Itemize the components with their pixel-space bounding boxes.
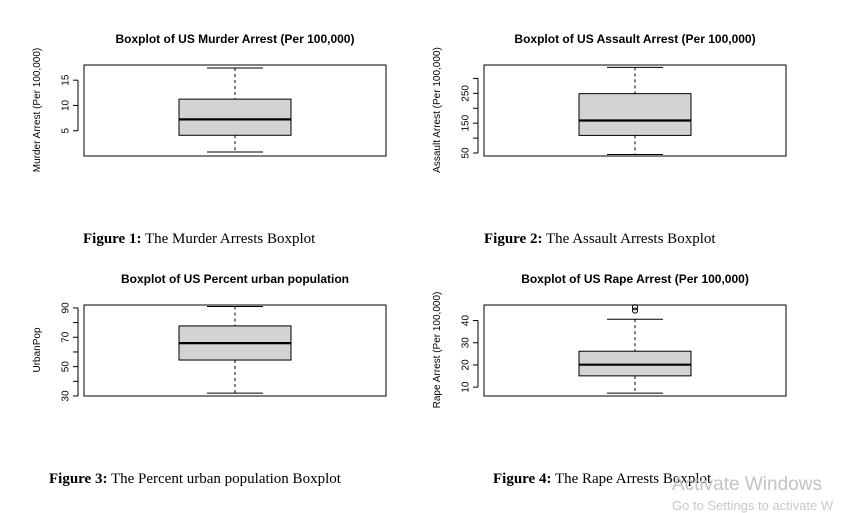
caption-text: The Rape Arrests Boxplot xyxy=(551,471,712,487)
plot-frame xyxy=(83,304,387,397)
caption-label: Figure 1: xyxy=(83,231,142,247)
y-tick-label: 250 xyxy=(461,85,472,102)
plot-frame xyxy=(483,64,787,157)
y-axis: 30 50 70 90 xyxy=(61,302,79,402)
iqr-box xyxy=(178,98,292,136)
chart-panel-assault: Boxplot of US Assault Arrest (Per 100,00… xyxy=(432,32,787,173)
y-axis: 50 150 250 xyxy=(461,77,479,159)
caption-label: Figure 4: xyxy=(493,471,552,487)
caption-label: Figure 2: xyxy=(484,231,543,247)
boxplot-murder xyxy=(178,67,292,153)
y-tick-label: 30 xyxy=(461,337,472,349)
y-axis-label: Assault Arrest (Per 100,000) xyxy=(432,47,443,173)
y-axis: 10 20 30 40 xyxy=(461,315,479,393)
figure-caption: Figure 2: The Assault Arrests Boxplot xyxy=(484,231,716,248)
outlier-point xyxy=(631,307,639,314)
caption-text: The Murder Arrests Boxplot xyxy=(141,231,316,247)
activate-windows-subtext: Go to Settings to activate W xyxy=(672,498,834,513)
chart-panel-urbanpop: Boxplot of US Percent urban population U… xyxy=(32,272,387,402)
caption-text: The Percent urban population Boxplot xyxy=(107,471,341,487)
chart-title: Boxplot of US Rape Arrest (Per 100,000) xyxy=(521,272,749,286)
figure-caption: Figure 1: The Murder Arrests Boxplot xyxy=(83,231,315,248)
figure-caption: Figure 3: The Percent urban population B… xyxy=(49,471,341,488)
iqr-box xyxy=(578,350,692,377)
y-tick-label: 70 xyxy=(61,331,72,343)
boxplot-rape xyxy=(578,304,692,394)
boxplot-assault xyxy=(578,66,692,156)
y-tick-label: 150 xyxy=(461,114,472,131)
y-axis: 5 10 15 xyxy=(61,74,79,134)
chart-title: Boxplot of US Assault Arrest (Per 100,00… xyxy=(514,32,755,46)
y-tick-label: 90 xyxy=(61,302,72,314)
y-tick-label: 50 xyxy=(461,147,472,159)
y-tick-label: 10 xyxy=(61,99,72,111)
y-tick-label: 40 xyxy=(461,315,472,327)
figure-caption: Figure 4: The Rape Arrests Boxplot xyxy=(493,471,711,488)
y-tick-label: 50 xyxy=(61,361,72,373)
plot-frame xyxy=(83,64,387,157)
y-tick-label: 10 xyxy=(461,381,472,393)
chart-panel-rape: Boxplot of US Rape Arrest (Per 100,000) … xyxy=(432,272,787,409)
chart-panel-murder: Boxplot of US Murder Arrest (Per 100,000… xyxy=(32,32,387,173)
y-axis-label: Murder Arrest (Per 100,000) xyxy=(32,48,43,173)
outlier-point xyxy=(631,304,639,311)
iqr-box xyxy=(578,93,692,136)
y-tick-label: 15 xyxy=(61,74,72,86)
chart-title: Boxplot of US Murder Arrest (Per 100,000… xyxy=(116,32,355,46)
y-tick-label: 30 xyxy=(61,390,72,402)
y-axis-label: Rape Arrest (Per 100,000) xyxy=(432,292,443,409)
caption-label: Figure 3: xyxy=(49,471,108,487)
y-tick-label: 5 xyxy=(61,128,72,134)
y-axis-label: UrbanPop xyxy=(32,327,43,372)
boxplot-urbanpop xyxy=(178,305,292,394)
activate-windows-watermark: Activate Windows xyxy=(672,474,822,495)
y-tick-label: 20 xyxy=(461,359,472,371)
chart-title: Boxplot of US Percent urban population xyxy=(121,272,349,286)
caption-text: The Assault Arrests Boxplot xyxy=(542,231,716,247)
